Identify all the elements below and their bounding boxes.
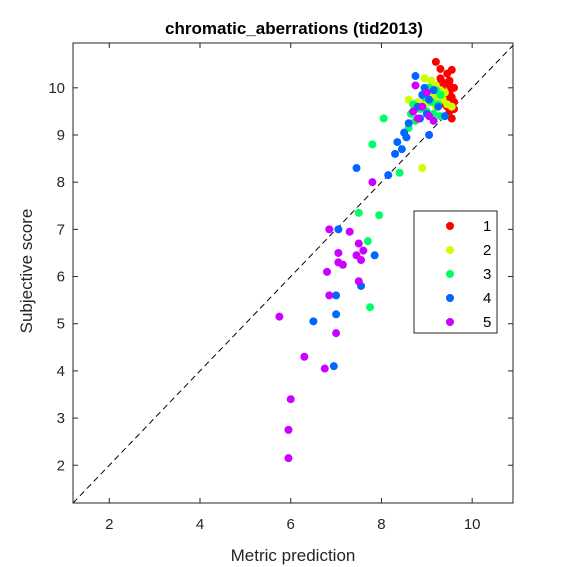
data-point-series-4 (332, 310, 341, 319)
data-point-series-4 (425, 95, 434, 104)
data-point-series-5 (413, 114, 422, 123)
data-point-series-5 (411, 81, 420, 90)
data-point-series-3 (368, 140, 377, 149)
data-point-series-5 (284, 425, 293, 434)
y-tick-label: 10 (48, 80, 65, 97)
chart-title: chromatic_aberrations (tid2013) (165, 19, 423, 38)
y-tick-label: 9 (57, 127, 65, 144)
y-tick-label: 5 (57, 316, 65, 333)
x-tick-label: 2 (105, 516, 113, 533)
data-point-series-3 (375, 211, 384, 220)
data-point-series-4 (332, 291, 341, 300)
legend-label-2: 2 (483, 242, 491, 259)
data-point-series-5 (286, 395, 295, 404)
data-point-series-1 (436, 64, 445, 73)
data-point-series-3 (366, 303, 375, 312)
x-axis-ticks: 2 4 6 8 10 (105, 43, 481, 533)
y-axis-label: Subjective score (17, 209, 36, 334)
legend-marker-2 (446, 246, 454, 254)
legend-label-4: 4 (483, 290, 491, 307)
legend-marker-3 (446, 270, 454, 278)
data-point-series-5 (354, 239, 363, 248)
data-point-series-5 (345, 227, 354, 236)
data-point-series-5 (300, 352, 309, 361)
data-point-series-5 (429, 116, 438, 125)
data-point-series-4 (370, 251, 379, 260)
data-point-series-5 (409, 107, 418, 116)
data-point-series-4 (391, 149, 400, 158)
data-point-series-3 (363, 237, 372, 246)
data-point-series-5 (368, 178, 377, 187)
y-tick-label: 2 (57, 457, 65, 474)
y-tick-label: 6 (57, 269, 65, 286)
plot-frame (72, 42, 514, 504)
y-tick-label: 8 (57, 174, 65, 191)
data-point-series-1 (447, 65, 456, 74)
legend: 1 2 3 4 5 (413, 210, 498, 334)
legend-label-3: 3 (483, 266, 491, 283)
data-point-series-5 (338, 260, 347, 269)
data-point-series-4 (440, 112, 449, 121)
x-tick-label: 4 (196, 516, 204, 533)
data-point-series-5 (325, 225, 334, 234)
data-point-series-4 (334, 225, 343, 234)
legend-box (413, 210, 498, 334)
data-point-series-4 (352, 164, 361, 173)
data-point-series-1 (445, 81, 454, 90)
data-point-series-4 (434, 102, 443, 111)
x-axis-label: Metric prediction (231, 546, 356, 565)
y-tick-label: 4 (57, 363, 65, 380)
data-point-series-5 (320, 364, 329, 373)
y-tick-label: 7 (57, 221, 65, 238)
data-point-series-4 (397, 145, 406, 154)
data-point-series-4 (404, 119, 413, 128)
reference-diagonal-line (72, 45, 514, 504)
legend-label-1: 1 (483, 218, 491, 235)
data-point-series-5 (325, 291, 334, 300)
data-point-series-4 (309, 317, 318, 326)
legend-marker-4 (446, 294, 454, 302)
data-point-series-1 (447, 114, 456, 123)
data-point-series-5 (357, 256, 366, 265)
data-point-series-4 (384, 171, 393, 180)
data-point-series-5 (284, 454, 293, 463)
y-tick-label: 3 (57, 410, 65, 427)
data-point-series-2 (418, 164, 427, 173)
x-tick-label: 8 (377, 516, 385, 533)
x-tick-label: 10 (464, 516, 481, 533)
data-points (275, 57, 459, 463)
data-point-series-5 (422, 88, 431, 97)
data-point-series-3 (395, 168, 404, 177)
data-point-series-5 (332, 329, 341, 338)
data-point-series-5 (323, 267, 332, 276)
data-point-series-3 (354, 208, 363, 217)
data-point-series-2 (447, 102, 456, 111)
data-point-series-4 (411, 72, 420, 81)
data-point-series-4 (402, 133, 411, 142)
legend-label-5: 5 (483, 314, 491, 331)
data-point-series-5 (359, 246, 368, 255)
data-point-series-5 (354, 277, 363, 286)
data-point-series-2 (420, 74, 429, 83)
legend-marker-1 (446, 222, 454, 230)
data-point-series-4 (429, 86, 438, 95)
data-point-series-4 (329, 362, 338, 371)
data-point-series-5 (418, 102, 427, 111)
data-point-series-1 (431, 57, 440, 66)
data-point-series-3 (379, 114, 388, 123)
data-point-series-3 (436, 90, 445, 99)
y-axis-ticks: 2 3 4 5 6 7 8 9 10 (48, 80, 513, 474)
data-point-series-4 (393, 138, 402, 147)
data-point-series-5 (334, 248, 343, 257)
x-tick-label: 6 (287, 516, 295, 533)
data-point-series-4 (425, 131, 434, 139)
data-point-series-5 (275, 312, 284, 321)
legend-marker-5 (446, 318, 454, 326)
